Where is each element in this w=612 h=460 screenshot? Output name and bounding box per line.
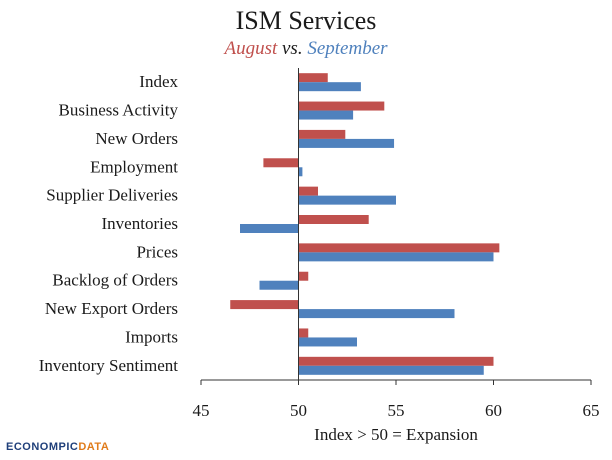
x-axis-label: Index > 50 = Expansion xyxy=(314,425,478,444)
bar-september-0 xyxy=(298,82,361,92)
category-label: Prices xyxy=(136,242,178,261)
category-label: Imports xyxy=(125,327,178,346)
bar-august-6 xyxy=(298,243,500,253)
category-label: New Orders xyxy=(95,129,178,148)
bar-september-2 xyxy=(298,138,395,148)
category-label: Business Activity xyxy=(59,101,179,120)
logo-part-2: DATA xyxy=(78,441,110,453)
x-tick-label: 50 xyxy=(290,401,307,420)
bar-august-10 xyxy=(298,356,494,366)
logo-part-1: ECONOMPIC xyxy=(6,441,79,453)
bar-august-3 xyxy=(263,158,299,168)
x-tick-label: 55 xyxy=(388,401,405,420)
subtitle-september: September xyxy=(307,38,388,59)
category-label: Inventory Sentiment xyxy=(39,356,179,375)
bar-september-4 xyxy=(298,195,396,205)
subtitle-vs: vs. xyxy=(277,38,308,59)
x-tick-label: 60 xyxy=(485,401,502,420)
bar-august-9 xyxy=(298,328,309,338)
bar-august-2 xyxy=(298,129,346,139)
x-tick-label: 45 xyxy=(193,401,210,420)
category-label: Backlog of Orders xyxy=(52,271,178,290)
bar-september-9 xyxy=(298,337,357,347)
bar-august-4 xyxy=(298,186,318,196)
bar-september-10 xyxy=(298,365,484,375)
bar-september-3 xyxy=(298,167,303,177)
bar-august-8 xyxy=(230,300,299,310)
category-label: Employment xyxy=(90,157,178,176)
category-label: Supplier Deliveries xyxy=(46,186,178,205)
bar-september-7 xyxy=(259,280,299,290)
category-label: Index xyxy=(139,72,178,91)
bar-september-1 xyxy=(298,110,354,120)
subtitle-august: August xyxy=(224,38,278,59)
economicdata-logo: ECONOMPICDATA xyxy=(6,441,109,453)
bar-september-8 xyxy=(298,309,455,319)
bar-august-5 xyxy=(298,215,369,224)
chart-title: ISM Services xyxy=(235,6,377,35)
category-label: Inventories xyxy=(102,214,178,233)
chart-subtitle: August vs. September xyxy=(0,38,612,60)
x-tick-label: 65 xyxy=(583,401,600,420)
bar-august-1 xyxy=(298,101,385,111)
bar-september-5 xyxy=(240,224,299,233)
bar-august-7 xyxy=(298,271,309,281)
bar-august-0 xyxy=(298,73,328,83)
category-label: New Export Orders xyxy=(45,299,178,318)
bar-september-6 xyxy=(298,252,494,262)
